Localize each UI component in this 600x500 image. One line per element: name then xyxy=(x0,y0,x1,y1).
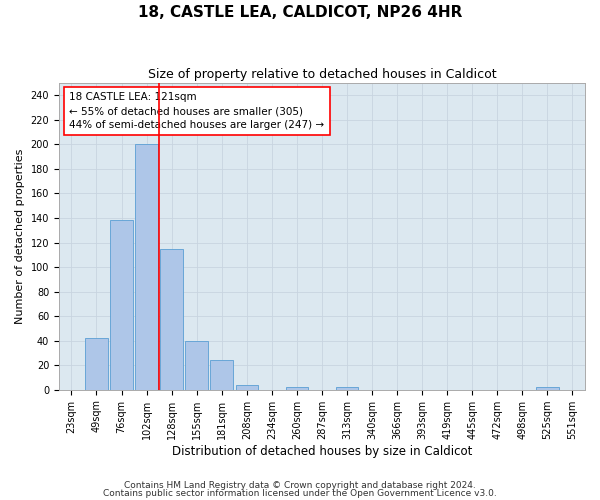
Bar xyxy=(236,385,258,390)
Y-axis label: Number of detached properties: Number of detached properties xyxy=(15,148,25,324)
Bar xyxy=(286,388,308,390)
Bar xyxy=(110,220,133,390)
Bar xyxy=(185,340,208,390)
X-axis label: Distribution of detached houses by size in Caldicot: Distribution of detached houses by size … xyxy=(172,444,472,458)
Bar xyxy=(136,144,158,390)
Title: Size of property relative to detached houses in Caldicot: Size of property relative to detached ho… xyxy=(148,68,496,80)
Bar xyxy=(160,248,183,390)
Bar xyxy=(211,360,233,390)
Text: 18, CASTLE LEA, CALDICOT, NP26 4HR: 18, CASTLE LEA, CALDICOT, NP26 4HR xyxy=(138,5,462,20)
Bar xyxy=(85,338,108,390)
Bar xyxy=(536,388,559,390)
Text: Contains public sector information licensed under the Open Government Licence v3: Contains public sector information licen… xyxy=(103,489,497,498)
Bar xyxy=(336,388,358,390)
Text: Contains HM Land Registry data © Crown copyright and database right 2024.: Contains HM Land Registry data © Crown c… xyxy=(124,480,476,490)
Text: 18 CASTLE LEA: 121sqm
← 55% of detached houses are smaller (305)
44% of semi-det: 18 CASTLE LEA: 121sqm ← 55% of detached … xyxy=(70,92,325,130)
